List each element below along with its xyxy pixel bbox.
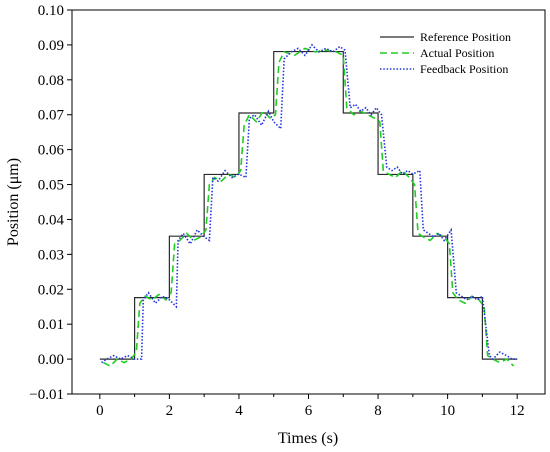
legend-label: Reference Position [420,30,511,44]
y-axis-title: Position (μm) [5,158,22,246]
series-layer [99,43,518,368]
y-tick-label: 0.05 [38,178,64,194]
x-axis: 0 2 4 6 8 10 12 [96,394,525,419]
y-tick-label: 0.10 [38,3,64,19]
legend: Reference Position Actual Position Feedbac… [380,30,511,76]
series-line-feedback-position [101,43,518,364]
x-tick-label: 0 [96,403,104,419]
y-tick-label: 0.07 [38,108,65,124]
series-line-reference-position [99,50,518,360]
y-tick-label: 0.08 [38,73,64,89]
y-tick-label: 0.03 [38,247,64,263]
y-tick-label: 0.06 [38,143,65,159]
y-tick-label: 0.00 [38,352,64,368]
y-tick-label: 0.04 [38,212,65,228]
y-tick-label: 0.09 [38,38,64,54]
y-tick-label: 0.02 [38,282,64,298]
x-tick-label: 2 [166,403,174,419]
legend-label: Actual Position [420,46,494,60]
y-axis: −0.01 0.00 0.01 0.02 0.03 0.04 0.05 0.06 0.07 0.0… [29,3,72,403]
y-tick-label: −0.01 [29,387,64,403]
legend-label: Feedback Position [420,62,508,76]
x-tick-label: 4 [235,403,243,419]
x-tick-label: 10 [440,403,455,419]
series-line-actual-position [102,47,515,368]
y-tick-label: 0.01 [38,317,64,333]
x-axis-title: Times (s) [278,430,338,447]
x-tick-label: 6 [305,403,313,419]
x-tick-label: 12 [510,403,525,419]
x-tick-label: 8 [374,403,382,419]
